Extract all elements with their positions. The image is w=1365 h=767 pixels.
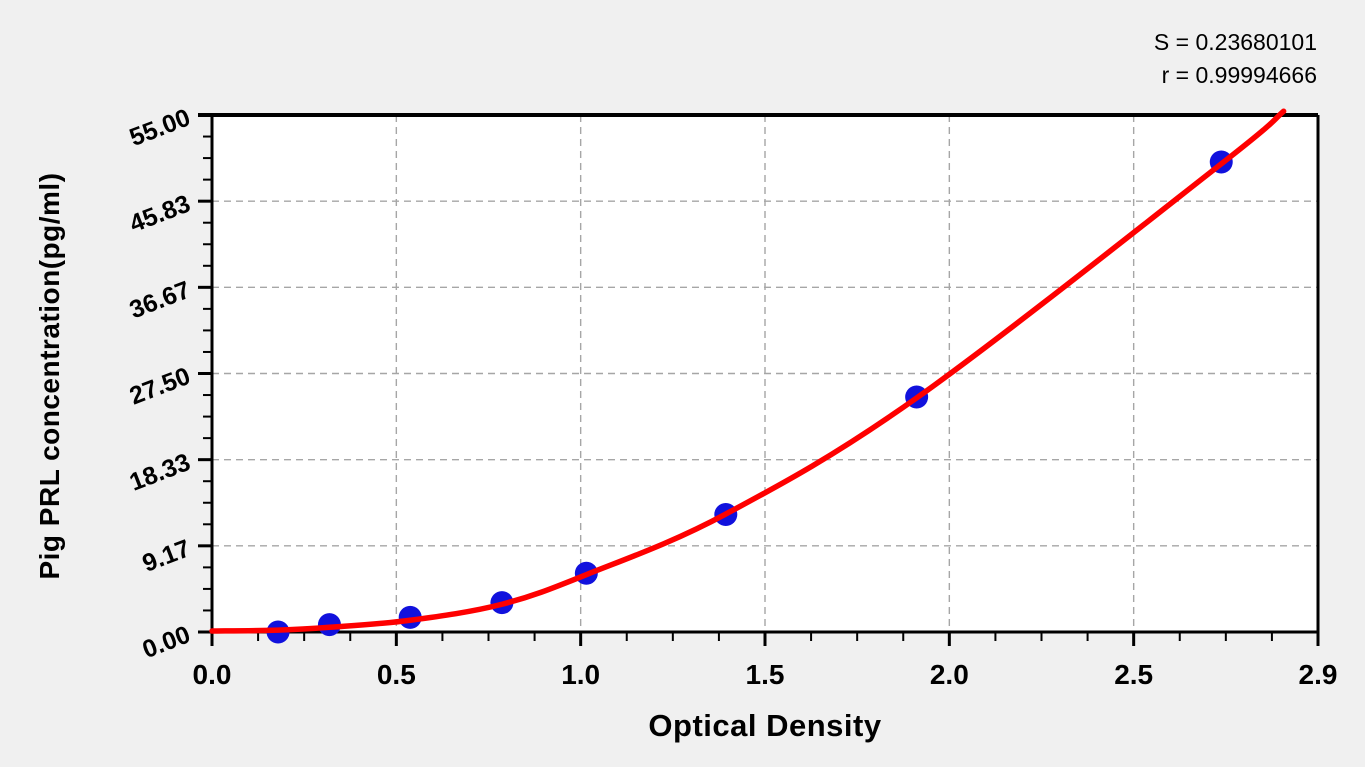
stat-s-value: S = 0.23680101	[1153, 29, 1317, 55]
stat-r-value: r = 0.99994666	[1161, 62, 1317, 88]
y-tick-label: 36.67	[126, 276, 194, 325]
y-tick-label: 9.17	[139, 534, 194, 578]
x-tick-label: 0.0	[193, 659, 232, 690]
y-tick-label: 45.83	[126, 190, 194, 239]
x-tick-label: 2.5	[1114, 659, 1153, 690]
regression-stats: S = 0.23680101 r = 0.99994666	[1154, 26, 1317, 92]
y-tick-label: 18.33	[126, 448, 194, 497]
y-tick-label: 55.00	[126, 103, 194, 152]
y-tick-label: 0.00	[139, 620, 194, 664]
y-tick-label: 27.50	[126, 362, 194, 411]
x-axis-title: Optical Density	[648, 708, 882, 743]
x-tick-label: 0.5	[377, 659, 416, 690]
x-tick-label: 1.5	[746, 659, 785, 690]
x-tick-label: 2.0	[930, 659, 969, 690]
x-tick-label: 2.9	[1299, 659, 1338, 690]
fit-curve	[209, 108, 1287, 634]
y-axis-title: Pig PRL concentration(pg/ml)	[34, 172, 65, 580]
x-tick-label: 1.0	[561, 659, 600, 690]
